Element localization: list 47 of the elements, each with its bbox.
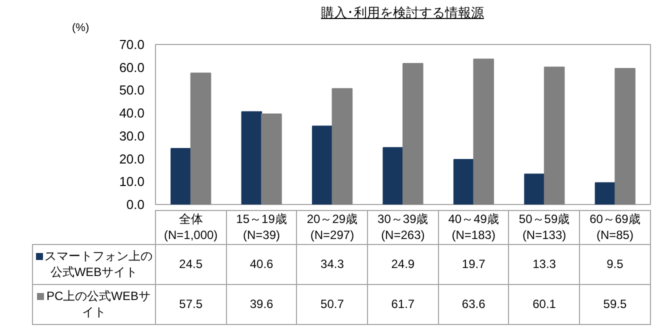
data-label: 24.5 <box>156 244 226 285</box>
y-tick-label: 60.0 <box>119 60 145 75</box>
x-tick-label: 40～49歳 (N=183) <box>438 210 509 245</box>
bar <box>170 148 192 204</box>
data-label: 9.5 <box>580 244 650 285</box>
data-label: 60.1 <box>508 284 580 325</box>
data-label: 24.9 <box>368 244 438 285</box>
y-tick-label: 40.0 <box>119 106 145 121</box>
bar <box>614 68 636 204</box>
x-tick-label: 全体 (N=1,000) <box>156 210 226 245</box>
legend-label: スマートフォン上の公式WEBサイト <box>44 249 153 280</box>
x-tick-label: 50～59歳 (N=133) <box>508 210 580 245</box>
bar <box>312 126 333 204</box>
x-tick-label: 60～69歳 (N=85) <box>580 210 650 245</box>
bar <box>241 111 262 204</box>
data-label: 63.6 <box>438 284 509 325</box>
bar <box>473 58 494 204</box>
bar <box>190 72 212 204</box>
chart-title: 購入･利用を検討する情報源 <box>320 4 485 22</box>
bar <box>261 113 282 204</box>
data-label: 34.3 <box>296 244 368 285</box>
bar <box>332 88 353 204</box>
x-tick-label: 30～39歳 (N=263) <box>368 210 438 245</box>
bar <box>594 182 616 204</box>
y-tick-label: 0.0 <box>126 197 145 212</box>
data-label: 61.7 <box>368 284 438 325</box>
bar <box>382 147 404 204</box>
bar <box>544 66 565 204</box>
y-tick-label: 30.0 <box>119 128 145 144</box>
y-tick-label: 20.0 <box>119 151 145 166</box>
y-axis-title: (%) <box>72 21 90 36</box>
y-tick-label: 70.0 <box>119 37 145 52</box>
y-tick-label: 10.0 <box>119 174 145 190</box>
data-label: 19.7 <box>438 244 509 285</box>
data-label: 13.3 <box>508 244 580 285</box>
data-label: 50.7 <box>296 284 368 325</box>
data-label: 59.5 <box>580 284 650 325</box>
legend-label: PC上の公式WEBサイト <box>45 289 152 320</box>
bar <box>453 158 474 204</box>
data-label: 39.6 <box>226 284 297 325</box>
x-tick-label: 20～29歳 (N=297) <box>296 210 368 245</box>
data-label: 57.5 <box>156 284 226 325</box>
bar <box>402 62 424 204</box>
x-tick-label: 15～19歳 (N=39) <box>226 210 297 245</box>
bar <box>524 174 545 204</box>
data-label: 40.6 <box>226 244 297 285</box>
y-tick-label: 50.0 <box>119 82 145 98</box>
